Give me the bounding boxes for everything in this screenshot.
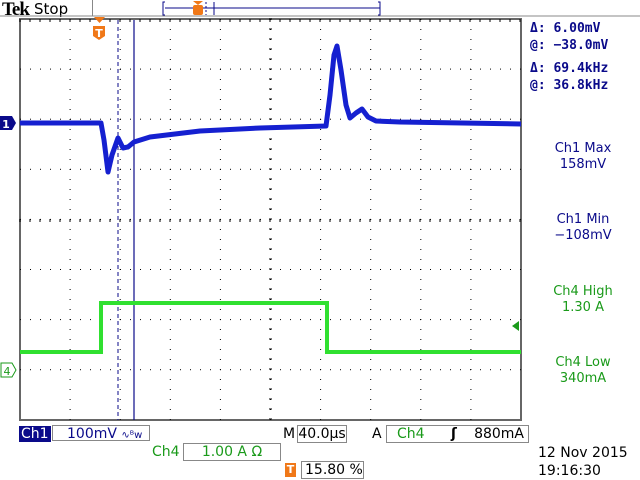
date: 12 Nov 2015 xyxy=(538,445,628,461)
divider xyxy=(92,0,93,16)
ch4-scale[interactable]: 1.00 A Ω xyxy=(183,443,281,461)
measurement-ch1-max: Ch1 Max 158mV xyxy=(554,141,612,172)
amplitude-delta: Δ: 6.00mV xyxy=(530,21,601,36)
tek-logo: Tek xyxy=(2,0,30,20)
measurement-ch4-high: Ch4 High 1.30 A xyxy=(553,284,613,315)
trigger-position-icon-small: T xyxy=(285,463,296,477)
datetime: 12 Nov 2015 19:16:30 xyxy=(538,444,628,480)
time: 19:16:30 xyxy=(538,463,601,479)
svg-text:4: 4 xyxy=(4,365,11,378)
trigger-mode: A xyxy=(372,426,382,442)
ch1-ground-marker[interactable]: 1 xyxy=(0,116,16,131)
svg-text:1: 1 xyxy=(2,118,10,131)
trigger-position-icon[interactable]: T xyxy=(93,17,105,40)
trigger-position[interactable]: 15.80 % xyxy=(301,461,364,479)
ch4-label[interactable]: Ch4 xyxy=(152,444,180,460)
ch1-scale[interactable]: 100mV ∿ᴮw xyxy=(52,425,150,442)
timebase-scale[interactable]: 40.0µs xyxy=(297,425,347,443)
bandwidth-limit-icon: ∿ᴮw xyxy=(121,430,143,441)
trigger-settings[interactable]: Ch4 ʃ 880mA xyxy=(386,425,529,443)
record-trigger-icon xyxy=(193,1,203,15)
measurement-ch4-low: Ch4 Low 340mA xyxy=(555,355,611,386)
rising-edge-icon: ʃ xyxy=(451,426,457,442)
svg-text:T: T xyxy=(95,27,103,40)
record-view-bar xyxy=(162,1,381,16)
amplitude-at: @: −38.0mV xyxy=(530,38,609,53)
trigger-level-icon[interactable] xyxy=(512,321,519,331)
ch4-waveform xyxy=(20,301,521,354)
ch4-ground-marker[interactable]: 4 xyxy=(0,362,17,378)
frequency-at: @: 36.8kHz xyxy=(530,78,609,93)
graticule xyxy=(19,18,522,421)
ch1-waveform xyxy=(20,43,522,175)
trigger-source: Ch4 xyxy=(397,426,425,442)
measurement-ch1-min: Ch1 Min −108mV xyxy=(554,212,612,243)
timebase-prefix: M xyxy=(283,426,296,442)
ch1-label[interactable]: Ch1 xyxy=(19,426,51,442)
cursor-readout: Δ: 6.00mV @: −38.0mV Δ: 69.4kHz @: 36.8k… xyxy=(530,20,608,94)
trigger-level: 880mA xyxy=(474,426,524,442)
acquisition-status: Stop xyxy=(34,0,69,18)
frequency-delta: Δ: 69.4kHz xyxy=(530,61,609,76)
